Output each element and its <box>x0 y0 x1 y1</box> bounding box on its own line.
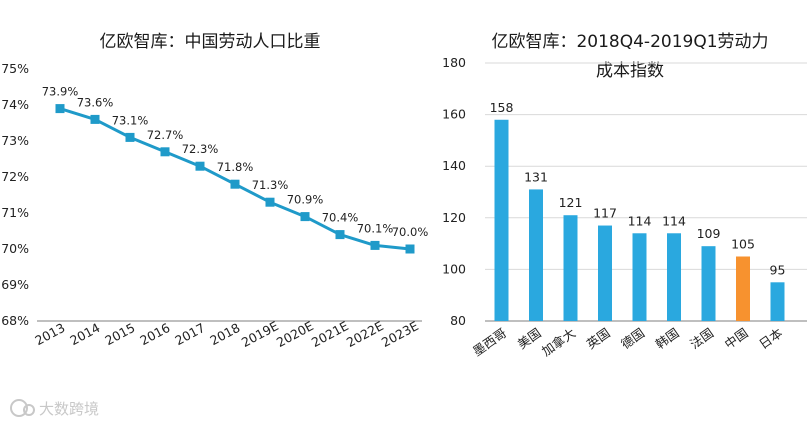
bar-y-tick-label: 160 <box>442 107 466 122</box>
bar <box>770 282 785 321</box>
line-point <box>195 161 205 171</box>
bar <box>736 256 750 321</box>
line-chart-data-labels: 73.9%73.6% 73.1%72.7%72.3% 71.8% 71.3%70.9%… <box>42 85 429 239</box>
line-y-tick-label: 71% <box>1 205 29 220</box>
line-data-label: 70.9% <box>287 193 324 207</box>
line-x-tick-label: 2020E <box>274 318 316 350</box>
bar-y-tick-label: 120 <box>442 210 466 225</box>
line-point <box>405 244 415 254</box>
bar-data-label: 131 <box>524 169 548 184</box>
line-x-tick-label: 2016 <box>137 320 172 348</box>
watermark: 大数跨境 <box>10 399 99 418</box>
line-point <box>230 179 240 189</box>
bar-data-label: 105 <box>731 237 755 252</box>
line-chart-title: 亿欧智库：中国劳动人口比重 <box>100 32 321 52</box>
bar <box>632 233 647 321</box>
bar-x-tick-label: 韩国 <box>653 325 682 352</box>
line-data-label: 73.9% <box>42 85 79 99</box>
bar-x-tick-label: 墨西哥 <box>470 325 509 359</box>
bar-x-tick-label: 中国 <box>722 325 751 352</box>
line-x-tick-label: 2014 <box>67 320 102 348</box>
bar-y-tick-label: 80 <box>450 313 466 328</box>
bar-x-tick-label: 日本 <box>756 325 785 352</box>
line-data-label: 73.1% <box>112 113 149 127</box>
line-x-tick-label: 2015 <box>102 320 137 348</box>
line-data-label: 72.3% <box>182 142 219 156</box>
bar-data-label: 158 <box>490 100 514 115</box>
bar <box>563 215 578 321</box>
line-point <box>335 230 345 240</box>
line-data-label: 71.8% <box>217 160 254 174</box>
line-data-label: 72.7% <box>147 128 184 142</box>
line-point <box>160 147 170 157</box>
bar <box>494 119 509 321</box>
line-point <box>55 104 65 114</box>
bar-y-tick-label: 100 <box>442 261 466 276</box>
bar-data-label: 121 <box>559 195 583 210</box>
bar <box>529 189 543 321</box>
line-x-tick-label: 2019E <box>239 318 281 350</box>
bar-data-label: 117 <box>593 206 617 221</box>
line-x-tick-label: 2017 <box>172 320 207 348</box>
bar-data-label: 95 <box>770 262 786 277</box>
line-data-label: 70.1% <box>357 221 394 235</box>
line-data-label: 73.6% <box>77 95 114 109</box>
line-x-tick-label: 2013 <box>32 320 67 348</box>
bar <box>701 246 716 321</box>
line-chart: 亿欧智库：中国劳动人口比重 75% 74% 73% 72% 71% 70% 69% 68% 2… <box>1 32 428 350</box>
bar-x-tick-label: 英国 <box>584 325 613 352</box>
line-point <box>90 114 100 124</box>
bar-chart-title-line1: 亿欧智库：2018Q4-2019Q1劳动力 <box>491 32 768 52</box>
bar <box>598 225 612 321</box>
line-y-tick-label: 72% <box>1 169 29 184</box>
bar-x-tick-label: 德国 <box>618 325 647 352</box>
line-point <box>300 212 310 222</box>
line-x-tick-label: 2022E <box>344 318 386 350</box>
bar-y-tick-label: 140 <box>442 158 466 173</box>
line-y-tick-label: 73% <box>1 133 29 148</box>
line-chart-points <box>55 104 415 254</box>
bar-chart-title-line2: 成本指数 <box>596 61 664 81</box>
line-point <box>125 132 135 142</box>
line-y-tick-label: 75% <box>1 61 29 76</box>
bar-data-label: 109 <box>697 226 721 241</box>
line-data-label: 70.4% <box>322 211 359 225</box>
line-data-label: 70.0% <box>392 225 429 239</box>
bar-chart-bars <box>494 119 785 321</box>
line-y-tick-label: 70% <box>1 241 29 256</box>
line-point <box>370 240 380 250</box>
bar <box>667 233 681 321</box>
bar-chart-data-labels: 158 131 121 117 114 114 109 105 95 <box>490 100 786 278</box>
line-x-tick-label: 2018 <box>207 320 242 348</box>
line-y-tick-label: 69% <box>1 277 29 292</box>
line-chart-y-ticks: 75% 74% 73% 72% 71% 70% 69% 68% <box>1 61 29 328</box>
watermark-logo-icon <box>10 399 35 417</box>
line-data-label: 71.3% <box>252 178 289 192</box>
bar-chart-y-ticks: 180 160 140 120 100 80 <box>442 55 466 328</box>
bar-x-tick-label: 法国 <box>687 325 716 352</box>
line-chart-x-ticks: 2013 2014 2015 2016 2017 20182019E2020E2021E2… <box>32 318 421 350</box>
bar-data-label: 114 <box>628 213 652 228</box>
line-y-tick-label: 68% <box>1 313 29 328</box>
bar-chart: 亿欧智库：2018Q4-2019Q1劳动力 成本指数 1801601401201… <box>442 32 807 359</box>
bar-x-tick-label: 加拿大 <box>539 325 578 359</box>
watermark-text: 大数跨境 <box>39 400 99 418</box>
line-point <box>265 197 275 207</box>
bar-data-label: 114 <box>662 213 686 228</box>
bar-y-tick-label: 180 <box>442 55 466 70</box>
line-y-tick-label: 74% <box>1 97 29 112</box>
line-x-tick-label: 2023E <box>379 318 421 350</box>
line-x-tick-label: 2021E <box>309 318 351 350</box>
